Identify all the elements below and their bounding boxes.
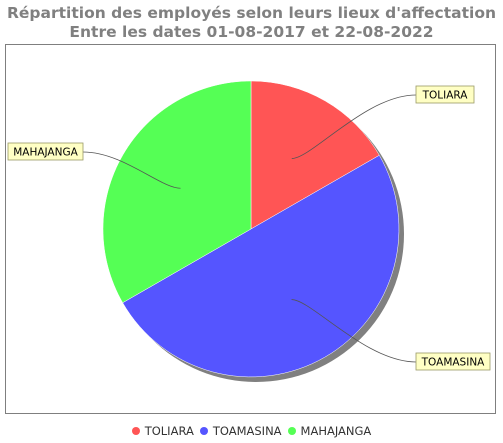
slice-label-mahajanga: MAHAJANGA (13, 147, 78, 159)
pie-slice-toliara[interactable] (250, 80, 380, 230)
legend-swatch-toliara (131, 427, 140, 435)
slice-label-toliara: TOLIARA (422, 90, 469, 102)
legend-item-toamasina[interactable]: TOAMASINA (199, 424, 282, 438)
slice-label-box-toliara (415, 85, 475, 104)
label-connector-toamasina (291, 299, 417, 363)
label-connector-mahajanga (82, 151, 181, 189)
slice-label-toamasina: TOAMASINA (421, 357, 486, 369)
legend-label-toliara: TOLIARA (144, 424, 194, 438)
legend-swatch-toamasina (199, 427, 208, 435)
slice-label-box-mahajanga (7, 142, 84, 161)
label-connector-toliara (291, 94, 417, 159)
slice-label-box-toamasina (415, 352, 491, 371)
chart-legend: TOLIARA TOAMASINA MAHAJANGA (0, 424, 503, 438)
legend-item-toliara[interactable]: TOLIARA (131, 424, 194, 438)
legend-label-toamasina: TOAMASINA (212, 424, 282, 438)
chart-subtitle: Entre les dates 01-08-2017 et 22-08-2022 (69, 23, 434, 41)
legend-label-mahajanga: MAHAJANGA (300, 424, 372, 438)
legend-item-mahajanga[interactable]: MAHAJANGA (287, 424, 372, 438)
legend-swatch-mahajanga (287, 427, 296, 435)
chart-title: Répartition des employés selon leurs lie… (6, 4, 496, 22)
pie-slice-mahajanga[interactable] (102, 80, 252, 304)
